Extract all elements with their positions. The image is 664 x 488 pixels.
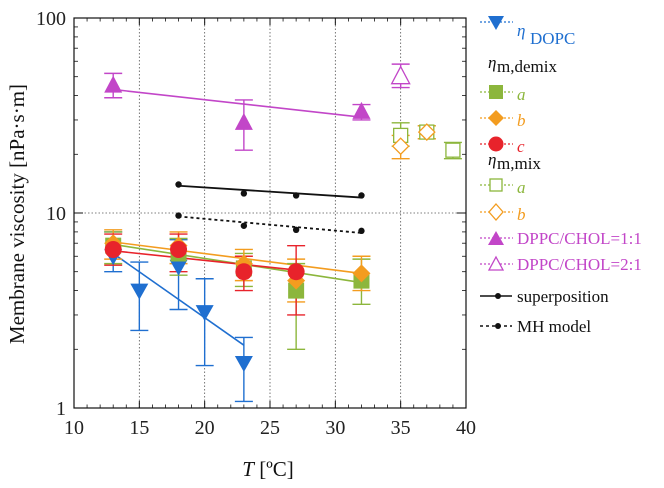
superposition-point: [175, 181, 182, 188]
legend-dopc-sub: DOPC: [530, 29, 575, 48]
legend-chol11-label: DPPC/CHOL=1:1: [517, 229, 642, 248]
x-tick-label: 30: [325, 417, 345, 439]
marker-diamond: [352, 264, 371, 283]
legend-demix-header: η m,demix: [488, 53, 557, 76]
x-tick-label: 40: [456, 417, 476, 439]
marker-square: [288, 282, 305, 299]
legend-mh-label: MH model: [517, 317, 591, 336]
x-axis-label: T [ºC]: [242, 457, 293, 481]
y-tick-label: 1: [56, 398, 66, 420]
model-series: [175, 181, 365, 235]
marker-triangle-down: [169, 259, 188, 276]
marker-triangle-up: [390, 65, 411, 85]
legend: η DOPC η m,demix a b c η m,mix: [480, 16, 642, 336]
legend-entry-superposition: superposition: [480, 287, 609, 306]
legend-demix-symbol: η: [488, 53, 496, 72]
legend-marker-open-triangle-up: [487, 255, 505, 271]
x-tick-label: 35: [391, 417, 411, 439]
grid-lines: [74, 18, 466, 408]
mh-model-point: [240, 222, 248, 229]
marker-triangle-up: [234, 112, 253, 130]
legend-mix-b-label: b: [517, 205, 526, 224]
marker-triangle-up: [104, 75, 123, 93]
legend-marker-square: [489, 85, 503, 99]
legend-demix-b-label: b: [517, 111, 526, 130]
marker-circle: [170, 240, 188, 258]
legend-entry-chol21: DPPC/CHOL=2:1: [480, 255, 642, 274]
legend-mix-sub: m,mix: [497, 154, 541, 173]
marker-circle: [104, 240, 122, 258]
legend-marker-dot: [495, 293, 501, 299]
marker-circle: [287, 263, 305, 281]
legend-mix-symbol: η: [488, 150, 496, 169]
fit-line: [113, 88, 362, 118]
legend-demix-a-label: a: [517, 85, 526, 104]
legend-marker-dot: [495, 323, 501, 329]
marker-diamond: [391, 137, 410, 156]
marker-diamond: [417, 123, 436, 141]
legend-entry-dopc: η DOPC: [480, 16, 575, 48]
x-tick-label: 15: [129, 417, 149, 439]
superposition-fit-line: [178, 184, 362, 199]
data-markers: [104, 65, 461, 373]
x-tick-label: 10: [64, 417, 84, 439]
x-tick-label: 25: [260, 417, 280, 439]
legend-marker-circle: [488, 136, 504, 152]
legend-marker-open-diamond: [488, 203, 504, 221]
y-axis-label: Membrane viscosity [nPa·s·m]: [5, 84, 29, 344]
fit-line: [113, 241, 362, 275]
legend-entry-mix-a: a: [480, 178, 526, 197]
legend-mix-a-label: a: [517, 178, 526, 197]
superposition-point: [240, 190, 248, 197]
mh-model-point: [175, 212, 182, 219]
fit-line: [113, 249, 297, 271]
mh-model-point: [292, 226, 300, 234]
y-tick-label: 100: [36, 8, 66, 30]
mh-model-point: [358, 227, 365, 235]
superposition-point: [292, 192, 300, 199]
y-tick-label: 10: [46, 203, 66, 225]
superposition-point: [358, 192, 365, 199]
legend-dopc-symbol: η: [517, 21, 525, 40]
legend-entry-demix-c: c: [480, 136, 525, 156]
legend-entry-demix-a: a: [480, 85, 526, 104]
x-tick-label: 20: [195, 417, 215, 439]
legend-marker-triangle-down: [488, 16, 504, 30]
legend-marker-triangle-up: [488, 231, 504, 245]
marker-triangle-down: [195, 305, 214, 322]
marker-triangle-down: [234, 356, 253, 373]
marker-circle: [235, 263, 253, 281]
legend-demix-sub: m,demix: [497, 57, 557, 76]
legend-marker-diamond: [488, 110, 504, 126]
legend-entry-chol11: DPPC/CHOL=1:1: [480, 229, 642, 248]
legend-mix-header: η m,mix: [488, 150, 541, 173]
marker-triangle-up: [352, 101, 371, 119]
mh-model-fit-line: [178, 215, 362, 234]
legend-marker-open-square: [489, 178, 503, 192]
legend-entry-mh-model: MH model: [480, 317, 591, 336]
legend-entry-demix-b: b: [480, 110, 526, 130]
legend-entry-mix-b: b: [480, 203, 526, 224]
error-bars: [104, 63, 462, 403]
marker-square: [445, 142, 461, 158]
legend-demix-c-label: c: [517, 137, 525, 156]
marker-triangle-down: [130, 283, 149, 300]
legend-superposition-label: superposition: [517, 287, 609, 306]
legend-chol21-label: DPPC/CHOL=2:1: [517, 255, 642, 274]
